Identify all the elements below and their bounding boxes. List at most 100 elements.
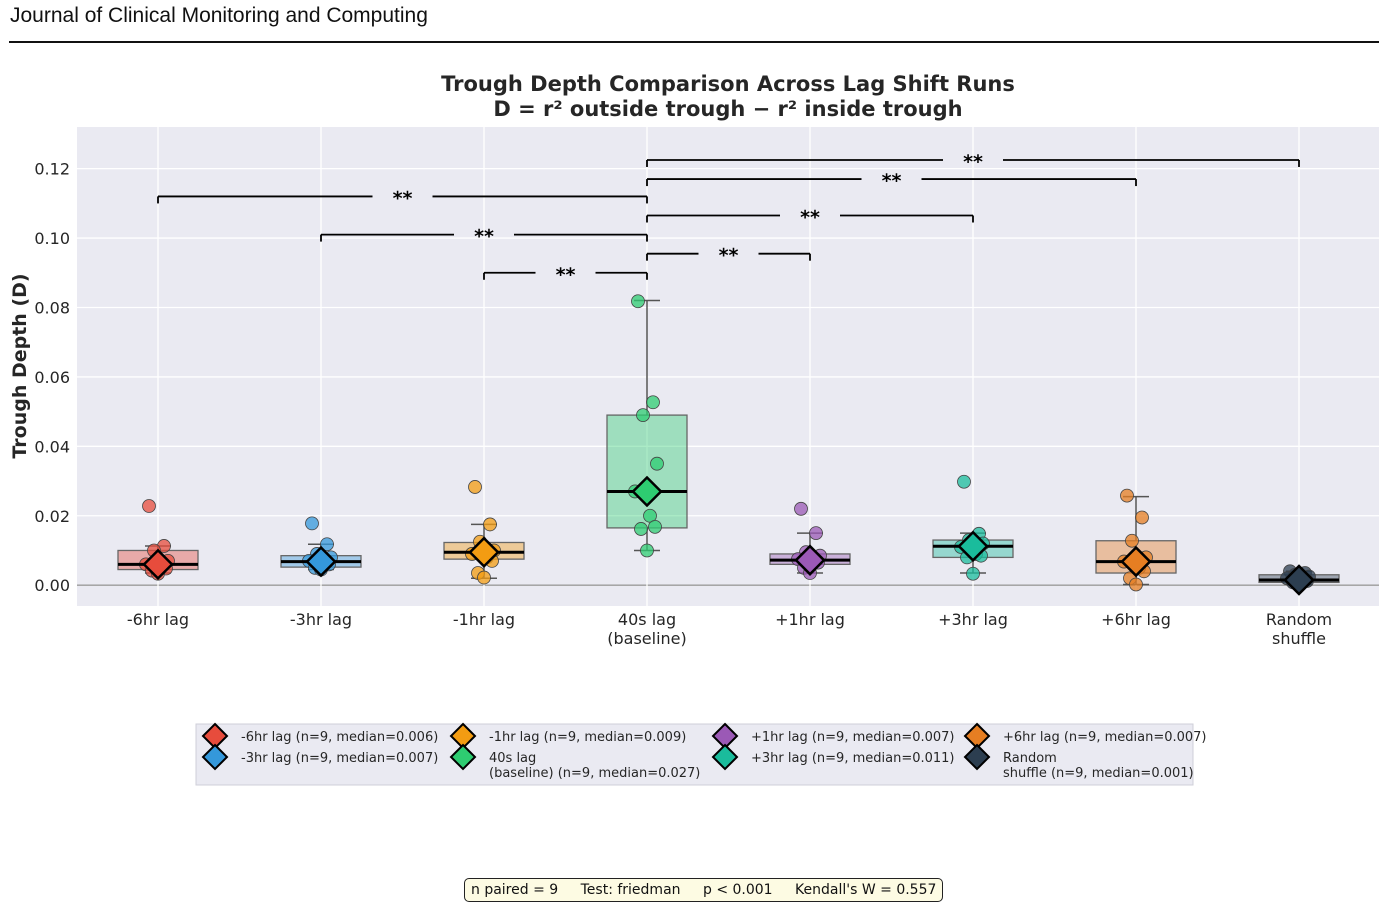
significance-bracket: ** (157, 187, 648, 209)
median-diamond-marker (794, 544, 826, 576)
x-tick-label: -6hr lag (127, 610, 189, 629)
x-tick-label: +3hr lag (938, 610, 1008, 629)
median-diamond-marker (468, 536, 500, 568)
box-group (769, 501, 851, 580)
box-group (1258, 564, 1340, 596)
significance-label: ** (800, 207, 820, 229)
legend-diamond-marker (711, 743, 739, 771)
data-point (1135, 510, 1149, 525)
data-point (646, 395, 660, 410)
y-tick-label: 0.06 (34, 368, 70, 387)
chart-subtitle: D = r² outside trough − r² inside trough (493, 97, 962, 121)
data-point (794, 501, 808, 516)
box-group (932, 474, 1014, 581)
legend-entry-label: -6hr lag (n=9, median=0.006) (241, 730, 438, 745)
y-axis-label: Trough Depth (D) (9, 273, 31, 458)
box-group (443, 480, 525, 585)
legend-diamond-marker (963, 743, 991, 771)
data-point (477, 570, 491, 585)
journal-header: Journal of Clinical Monitoring and Compu… (10, 4, 428, 27)
data-point (640, 543, 654, 558)
chart-title: Trough Depth Comparison Across Lag Shift… (441, 72, 1015, 96)
x-tick-label: (baseline) (607, 629, 687, 648)
legend-entry-label: 40s lag (489, 751, 536, 766)
x-axis: -6hr lag -3hr lag -1hr lag 40s lag(baseline… (127, 610, 1332, 648)
median-diamond-marker (1283, 564, 1315, 596)
stats-p-value: p < 0.001 (702, 882, 773, 898)
legend-entry-label: +1hr lag (n=9, median=0.007) (751, 730, 955, 745)
data-point (650, 456, 664, 471)
data-point (809, 526, 823, 541)
data-point (468, 480, 482, 494)
data-point (320, 537, 334, 552)
median-diamond-marker (305, 545, 337, 578)
significance-bracket: ** (646, 151, 1300, 173)
x-tick-label: Random (1266, 610, 1332, 629)
legend: -6hr lag (n=9, median=0.006) -3hr lag (n=… (195, 722, 1207, 786)
x-tick-label: 40s lag (618, 610, 676, 629)
significance-bracket: ** (646, 245, 811, 267)
stats-n-paired: n paired = 9 (471, 882, 559, 898)
box-group (1095, 488, 1177, 592)
legend-entry-label: -3hr lag (n=9, median=0.007) (241, 751, 438, 766)
significance-label: ** (474, 226, 494, 248)
stats-summary-box: n paired = 9 Test: friedman p < 0.001 Ke… (464, 878, 944, 902)
legend-diamond-marker (201, 743, 229, 771)
y-axis: 0.00 0.02 0.04 0.06 0.08 0.10 0.12 (34, 160, 70, 596)
box-group (280, 516, 362, 578)
significance-brackets: ** ** ** ** ** ** ** (157, 151, 1300, 286)
significance-label: ** (556, 264, 576, 286)
x-tick-label: +1hr lag (775, 610, 845, 629)
data-point (636, 408, 650, 422)
x-tick-label: +6hr lag (1101, 610, 1171, 629)
data-point (1129, 577, 1143, 592)
box-group (606, 294, 688, 558)
x-tick-label: -3hr lag (290, 610, 352, 629)
legend-frame (195, 723, 1194, 786)
significance-label: ** (393, 187, 413, 209)
legend-entry-label: -1hr lag (n=9, median=0.009) (489, 730, 686, 745)
legend-diamond-marker (449, 743, 477, 771)
legend-entry-label: +3hr lag (n=9, median=0.011) (751, 751, 955, 766)
y-tick-label: 0.10 (34, 229, 70, 248)
median-diamond-marker (631, 475, 663, 508)
y-tick-label: 0.00 (34, 576, 70, 595)
data-point (305, 516, 319, 531)
header-rule (9, 41, 1379, 43)
median-diamond-marker (957, 530, 989, 563)
stats-kendall-w: Kendall's W = 0.557 (795, 882, 937, 898)
legend-entry-label: (baseline) (n=9, median=0.027) (489, 766, 700, 781)
y-tick-label: 0.08 (34, 298, 70, 317)
data-point (1125, 533, 1139, 548)
data-point (1120, 488, 1134, 503)
data-point (483, 517, 497, 532)
plot-area (77, 127, 1379, 606)
data-point (631, 294, 645, 309)
significance-bracket: ** (646, 207, 974, 229)
legend-entry-label: shuffle (n=9, median=0.001) (1003, 766, 1194, 781)
legend-entry-label: +6hr lag (n=9, median=0.007) (1003, 730, 1207, 745)
significance-label: ** (882, 170, 902, 192)
significance-label: ** (963, 151, 983, 173)
median-diamond-marker (142, 548, 174, 581)
median-diamond-marker (1120, 545, 1152, 578)
box-plots (117, 294, 1340, 596)
data-point (966, 566, 980, 581)
y-tick-label: 0.12 (34, 160, 70, 179)
significance-label: ** (719, 245, 739, 267)
x-tick-label: shuffle (1272, 629, 1326, 648)
x-tick-label: -1hr lag (453, 610, 515, 629)
significance-bracket: ** (646, 170, 1137, 192)
y-tick-label: 0.04 (34, 437, 70, 456)
data-point (957, 474, 971, 489)
legend-entry-label: Random (1003, 751, 1057, 766)
significance-bracket: ** (483, 264, 648, 286)
data-point (142, 499, 156, 513)
data-point (634, 522, 648, 536)
trough-depth-box-chart: Trough Depth Comparison Across Lag Shift… (9, 72, 1379, 786)
significance-bracket: ** (320, 226, 648, 248)
stats-test: Test: friedman (580, 882, 681, 898)
data-point (648, 519, 662, 534)
box-group (117, 499, 199, 581)
y-tick-label: 0.02 (34, 507, 70, 526)
